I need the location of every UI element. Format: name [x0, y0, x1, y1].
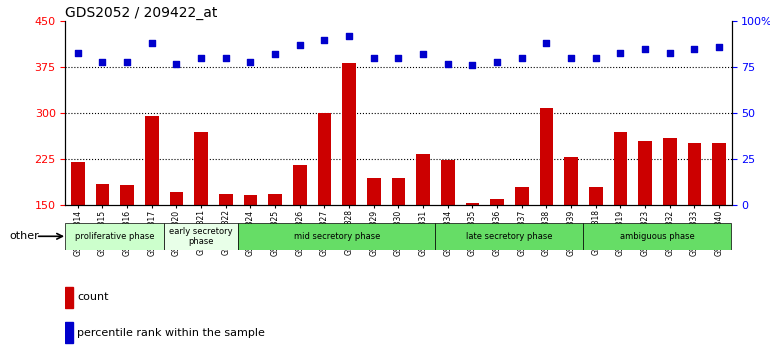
Point [121, 59, 133, 64]
Point [688, 46, 701, 52]
Bar [712, 143, 726, 205]
Point [219, 55, 232, 61]
Bar [515, 187, 528, 205]
Point [96, 59, 109, 64]
Bar [392, 178, 405, 205]
Bar [65, 223, 164, 250]
Bar [65, 322, 73, 343]
Point [195, 55, 207, 61]
Bar [164, 223, 238, 250]
Bar [466, 203, 479, 205]
Point [639, 46, 651, 52]
Bar [441, 160, 454, 205]
Text: other: other [9, 231, 39, 241]
Point [664, 50, 676, 55]
Point [590, 55, 602, 61]
Point [269, 52, 281, 57]
Point [392, 55, 405, 61]
Point [293, 42, 306, 48]
Point [516, 55, 528, 61]
Bar [490, 199, 504, 205]
Point [244, 59, 256, 64]
Point [343, 33, 355, 39]
Bar [688, 143, 701, 205]
Text: early secretory
phase: early secretory phase [169, 227, 233, 246]
Bar [417, 154, 430, 205]
Bar [269, 194, 282, 205]
Bar [436, 223, 584, 250]
Bar [219, 194, 233, 205]
Bar [243, 195, 257, 205]
Bar [584, 223, 731, 250]
Point [713, 44, 725, 50]
Text: proliferative phase: proliferative phase [75, 232, 155, 241]
Bar [564, 158, 578, 205]
Point [367, 55, 380, 61]
Bar [343, 63, 356, 205]
Bar [589, 187, 603, 205]
Point [614, 50, 627, 55]
Bar [169, 192, 183, 205]
Bar [71, 162, 85, 205]
Bar [293, 165, 306, 205]
Point [491, 59, 504, 64]
Bar [614, 132, 628, 205]
Point [442, 61, 454, 67]
Bar [120, 185, 134, 205]
Text: percentile rank within the sample: percentile rank within the sample [78, 328, 266, 338]
Point [565, 55, 578, 61]
Text: late secretory phase: late secretory phase [466, 232, 553, 241]
Point [541, 40, 553, 46]
Bar [145, 116, 159, 205]
Bar [95, 184, 109, 205]
Bar [238, 223, 436, 250]
Point [170, 61, 182, 67]
Point [318, 37, 330, 42]
Bar [663, 138, 677, 205]
Bar [367, 178, 380, 205]
Text: count: count [78, 292, 109, 302]
Point [417, 52, 430, 57]
Point [146, 40, 158, 46]
Text: mid secretory phase: mid secretory phase [293, 232, 380, 241]
Text: GDS2052 / 209422_at: GDS2052 / 209422_at [65, 6, 218, 20]
Bar [194, 132, 208, 205]
Point [467, 63, 479, 68]
Point [72, 50, 84, 55]
Bar [318, 113, 331, 205]
Bar [65, 287, 73, 308]
Bar [638, 141, 652, 205]
Bar [540, 108, 554, 205]
Text: ambiguous phase: ambiguous phase [620, 232, 695, 241]
